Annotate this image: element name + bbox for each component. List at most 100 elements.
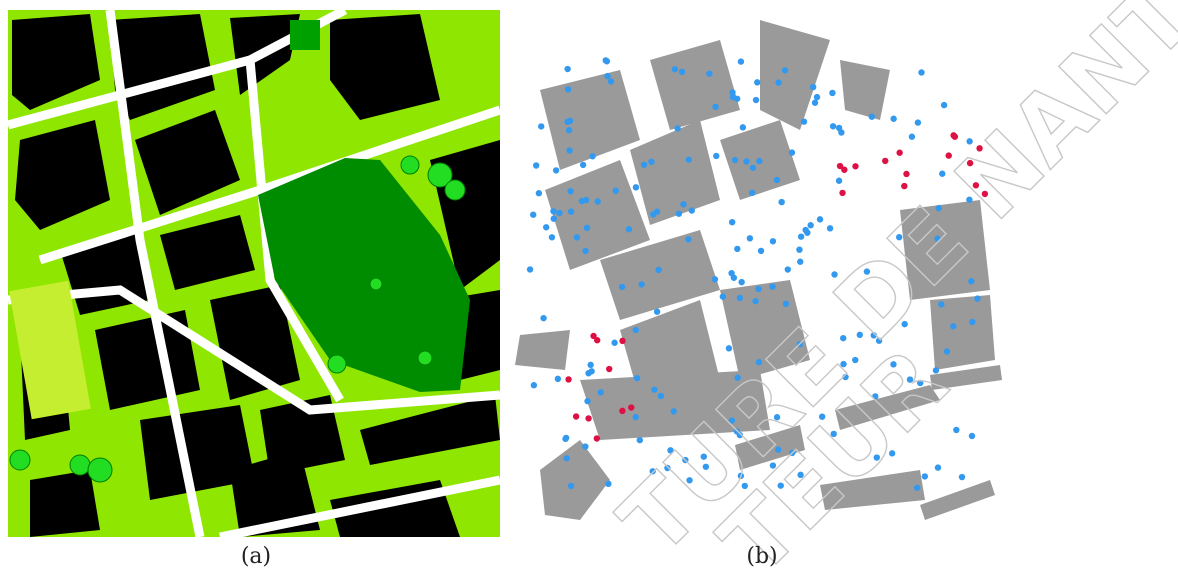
tree-point	[583, 224, 591, 232]
field	[290, 20, 320, 50]
tree-point	[587, 361, 594, 369]
tree-point	[839, 189, 846, 197]
tree-point	[550, 208, 557, 215]
tree-point	[729, 93, 737, 101]
tree-point	[706, 70, 713, 77]
tree-point	[872, 393, 879, 400]
tree-point	[784, 266, 791, 273]
tree-point	[612, 187, 619, 194]
tree-point	[556, 209, 563, 217]
tree-point	[940, 101, 948, 109]
tree-point	[530, 211, 537, 218]
tree-point	[532, 162, 540, 169]
tree-point	[769, 462, 777, 469]
tree-point	[702, 463, 710, 470]
tree-point	[640, 161, 648, 168]
tree-point	[625, 226, 633, 233]
tree-point	[797, 258, 804, 265]
tree-point	[554, 375, 562, 383]
tree-point	[632, 326, 639, 334]
tree-point	[632, 184, 640, 191]
tree-point	[939, 170, 946, 177]
tree-point	[688, 207, 695, 214]
tree-point	[648, 158, 655, 165]
tree-point	[579, 161, 587, 169]
tree-point	[542, 224, 550, 231]
tree-point	[908, 133, 916, 140]
tree-point	[685, 156, 692, 163]
tree-point	[567, 188, 574, 195]
tree-point	[896, 233, 903, 241]
tree-point	[619, 407, 626, 415]
tree-point	[781, 67, 789, 74]
tree-point	[538, 123, 545, 130]
tree-point	[769, 283, 776, 290]
tree-point	[836, 162, 844, 170]
tree-point	[752, 96, 760, 104]
tree-point	[628, 404, 635, 411]
tree-point	[901, 320, 908, 328]
tree-point	[564, 86, 572, 93]
tree-point	[566, 147, 573, 154]
tree-point	[896, 149, 903, 156]
tree-point	[840, 334, 847, 342]
tree-point	[754, 79, 761, 86]
tree-point	[738, 278, 745, 286]
tree-point	[775, 79, 782, 86]
tree-point	[966, 196, 973, 203]
tree-point	[953, 426, 960, 434]
tree-point	[863, 268, 871, 275]
tree-point	[875, 337, 883, 344]
tree-point	[840, 360, 847, 368]
tree-point	[578, 197, 586, 205]
tree-point	[906, 376, 914, 383]
tree-point	[588, 368, 595, 375]
tree-point	[582, 247, 589, 255]
tree-point	[773, 176, 781, 184]
tree-point	[664, 464, 671, 472]
tree-point	[813, 93, 821, 101]
tree-point	[752, 297, 759, 305]
tree-point	[838, 129, 845, 136]
tree-point	[841, 166, 848, 173]
tree-point	[868, 113, 875, 120]
park	[258, 158, 470, 392]
tree-point	[835, 177, 843, 184]
tree-point	[552, 167, 560, 174]
tree-point	[811, 99, 819, 106]
tree-point	[756, 157, 763, 165]
tree-point	[852, 356, 859, 364]
tree-point	[593, 435, 601, 442]
tree-point	[603, 58, 611, 65]
tree-point	[842, 373, 849, 381]
tree-point	[826, 225, 834, 232]
tree-point	[564, 118, 571, 126]
tree-point	[773, 414, 781, 421]
tree-point	[775, 446, 782, 453]
tree-point	[816, 216, 824, 223]
tree-point	[585, 415, 592, 422]
tree-point	[734, 245, 741, 253]
tree-point	[807, 222, 814, 229]
tree-point	[530, 382, 538, 389]
tree-area	[9, 280, 91, 420]
tree-point	[788, 149, 796, 156]
tree-point	[800, 118, 808, 125]
tree-point	[737, 58, 745, 65]
tree-point	[606, 365, 613, 373]
tree-point	[809, 83, 817, 91]
tree-point	[731, 156, 739, 164]
tree-point	[711, 276, 719, 283]
tree-point	[597, 389, 604, 396]
tree-point	[550, 215, 557, 222]
tree-point	[934, 464, 942, 471]
tree-point	[674, 125, 681, 132]
tree-point	[802, 226, 809, 234]
tree-point	[913, 484, 921, 491]
tree-point	[563, 455, 570, 462]
tree-point	[667, 447, 674, 454]
tree-point	[725, 345, 733, 352]
tree-point	[852, 163, 859, 170]
